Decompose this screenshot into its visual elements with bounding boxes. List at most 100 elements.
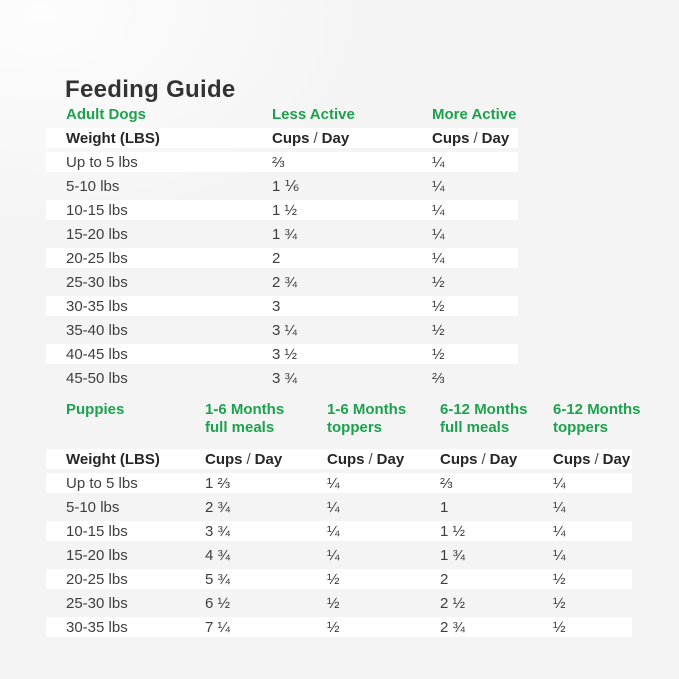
weight-range-cell: 20-25 lbs	[66, 570, 128, 588]
adult-table-row: Up to 5 lbs ⅔ ¼	[46, 150, 518, 174]
cups-label: Cups	[553, 450, 591, 468]
weight-range-cell: 15-20 lbs	[66, 546, 128, 564]
slash-label: /	[246, 450, 251, 468]
cups-1-6-full-meals-cell: 6 ½	[205, 594, 231, 612]
cups-6-12-toppers-cell: ½	[553, 570, 566, 588]
puppies-unit-header-1: Cups / Day	[205, 451, 327, 468]
cups-6-12-toppers-cell: ¼	[553, 522, 566, 540]
weight-range-cell: 25-30 lbs	[66, 594, 128, 612]
weight-range-cell: 45-50 lbs	[66, 369, 128, 387]
adult-dogs-table: Adult Dogs Less Active More Active Weigh…	[46, 102, 518, 390]
adult-dogs-column-more-active: More Active	[432, 105, 517, 123]
page-title: Feeding Guide	[65, 76, 236, 104]
column-label-line1: 6-12 Months	[440, 401, 528, 418]
puppies-table: Puppies 1-6 Months full meals 1-6 Months…	[46, 398, 641, 639]
more-active-cups-cell: ½	[432, 297, 445, 315]
adult-table-row: 5-10 lbs 1 ⅙ ¼	[46, 174, 518, 198]
weight-range-cell: Up to 5 lbs	[66, 474, 138, 492]
more-active-cups-cell: ¼	[432, 225, 445, 243]
adult-dogs-unit-header-row: Weight (LBS) Cups / Day Cups / Day	[46, 126, 518, 150]
column-label-line2: toppers	[553, 419, 609, 436]
cups-6-12-full-meals-cell: 2 ¾	[440, 618, 466, 636]
weight-range-cell: 30-35 lbs	[66, 618, 128, 636]
cups-6-12-toppers-cell: ¼	[553, 498, 566, 516]
weight-range-cell: 5-10 lbs	[66, 177, 120, 195]
cups-1-6-full-meals-cell: 5 ¾	[205, 570, 231, 588]
less-active-cups-cell: 3 ¾	[272, 369, 298, 387]
column-label-line2: toppers	[327, 419, 383, 436]
adult-weight-header: Weight (LBS)	[66, 129, 160, 147]
adult-unit-header-less: Cups / Day	[272, 130, 432, 147]
less-active-cups-cell: 2 ¾	[272, 273, 298, 291]
cups-label: Cups	[432, 129, 470, 147]
adult-table-row: 10-15 lbs 1 ½ ¼	[46, 198, 518, 222]
adult-table-row: 15-20 lbs 1 ¾ ¼	[46, 222, 518, 246]
cups-6-12-full-meals-cell: 1 ¾	[440, 546, 466, 564]
cups-6-12-full-meals-cell: 2 ½	[440, 594, 466, 612]
puppies-unit-header-3: Cups / Day	[440, 451, 553, 468]
puppies-table-row: 10-15 lbs 3 ¾ ¼ 1 ½ ¼	[46, 519, 632, 543]
slash-label: /	[313, 129, 318, 147]
more-active-cups-cell: ½	[432, 345, 445, 363]
day-label: Day	[254, 450, 283, 468]
cups-1-6-toppers-cell: ½	[327, 618, 340, 636]
puppies-table-row: 15-20 lbs 4 ¾ ¼ 1 ¾ ¼	[46, 543, 632, 567]
cups-1-6-full-meals-cell: 2 ¾	[205, 498, 231, 516]
puppies-table-row: 5-10 lbs 2 ¾ ¼ 1 ¼	[46, 495, 632, 519]
puppies-table-row: 20-25 lbs 5 ¾ ½ 2 ½	[46, 567, 632, 591]
puppies-column-6-12-full-meals: 6-12 Months full meals	[440, 401, 553, 437]
adult-dogs-column-less-active: Less Active	[272, 105, 355, 123]
less-active-cups-cell: 2	[272, 249, 281, 267]
slash-label: /	[481, 450, 486, 468]
more-active-cups-cell: ⅔	[432, 369, 445, 387]
cups-label: Cups	[272, 129, 310, 147]
adult-table-row: 30-35 lbs 3 ½	[46, 294, 518, 318]
cups-label: Cups	[440, 450, 478, 468]
cups-1-6-full-meals-cell: 3 ¾	[205, 522, 231, 540]
puppies-unit-header-2: Cups / Day	[327, 451, 440, 468]
weight-range-cell: 20-25 lbs	[66, 249, 128, 267]
cups-6-12-toppers-cell: ½	[553, 618, 566, 636]
puppies-table-row: 25-30 lbs 6 ½ ½ 2 ½ ½	[46, 591, 632, 615]
adult-dogs-rows: Up to 5 lbs ⅔ ¼ 5-10 lbs 1 ⅙ ¼ 10-15 lbs…	[46, 150, 518, 390]
less-active-cups-cell: 1 ½	[272, 201, 298, 219]
cups-1-6-toppers-cell: ¼	[327, 474, 340, 492]
cups-6-12-full-meals-cell: 1	[440, 498, 449, 516]
column-label-line2: full meals	[440, 419, 510, 436]
cups-6-12-full-meals-cell: 2	[440, 570, 449, 588]
less-active-cups-cell: ⅔	[272, 153, 285, 171]
slash-label: /	[594, 450, 599, 468]
puppies-column-1-6-full-meals: 1-6 Months full meals	[205, 401, 327, 437]
weight-range-cell: 40-45 lbs	[66, 345, 128, 363]
weight-range-cell: 30-35 lbs	[66, 297, 128, 315]
weight-range-cell: 25-30 lbs	[66, 273, 128, 291]
cups-label: Cups	[327, 450, 365, 468]
cups-1-6-full-meals-cell: 7 ¼	[205, 618, 231, 636]
day-label: Day	[481, 129, 510, 147]
puppies-section-label: Puppies	[66, 401, 125, 418]
cups-6-12-full-meals-cell: 1 ½	[440, 522, 466, 540]
puppies-table-row: Up to 5 lbs 1 ⅔ ¼ ⅔ ¼	[46, 471, 632, 495]
cups-1-6-toppers-cell: ½	[327, 594, 340, 612]
more-active-cups-cell: ¼	[432, 201, 445, 219]
less-active-cups-cell: 1 ⅙	[272, 178, 300, 195]
more-active-cups-cell: ¼	[432, 249, 445, 267]
puppies-column-1-6-toppers: 1-6 Months toppers	[327, 401, 440, 437]
puppies-table-row: 30-35 lbs 7 ¼ ½ 2 ¾ ½	[46, 615, 632, 639]
cups-label: Cups	[205, 450, 243, 468]
day-label: Day	[376, 450, 405, 468]
weight-range-cell: 5-10 lbs	[66, 498, 120, 516]
more-active-cups-cell: ¼	[432, 177, 445, 195]
more-active-cups-cell: ½	[432, 273, 445, 291]
adult-table-row: 20-25 lbs 2 ¼	[46, 246, 518, 270]
less-active-cups-cell: 3 ½	[272, 345, 298, 363]
puppies-column-6-12-toppers: 6-12 Months toppers	[553, 401, 641, 437]
puppies-unit-header-row: Weight (LBS) Cups / Day Cups / Day Cups / Day …	[46, 447, 632, 471]
cups-6-12-toppers-cell: ¼	[553, 546, 566, 564]
less-active-cups-cell: 1 ¾	[272, 225, 298, 243]
cups-6-12-toppers-cell: ¼	[553, 474, 566, 492]
cups-6-12-toppers-cell: ½	[553, 594, 566, 612]
more-active-cups-cell: ½	[432, 321, 445, 339]
puppies-section-header: Puppies 1-6 Months full meals 1-6 Months…	[46, 398, 641, 447]
